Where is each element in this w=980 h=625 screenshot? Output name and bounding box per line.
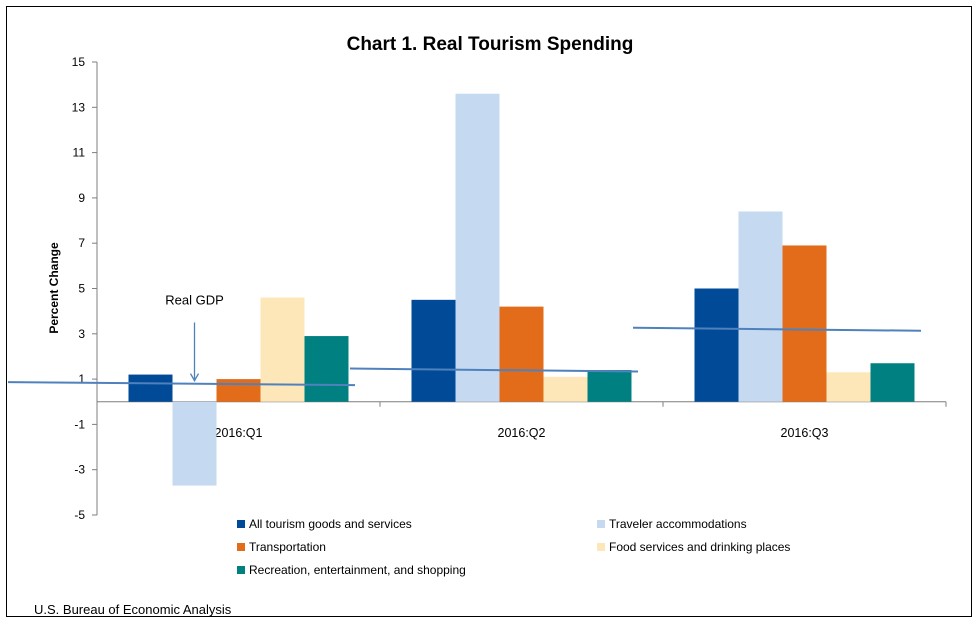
legend-swatch (237, 566, 245, 574)
bar (694, 288, 739, 402)
source-note: U.S. Bureau of Economic Analysis (34, 602, 232, 617)
bar (738, 211, 783, 402)
bar (543, 376, 588, 402)
bars (128, 93, 915, 486)
y-tick-label: 15 (72, 55, 86, 69)
legend-label: Recreation, entertainment, and shopping (249, 563, 466, 577)
legend-swatch (597, 543, 605, 551)
bar (304, 336, 349, 402)
y-tick-label: 7 (78, 236, 85, 250)
bar (260, 297, 305, 402)
x-category-label: 2016:Q3 (781, 426, 829, 440)
real-gdp-arrowhead (189, 373, 200, 382)
y-tick-label: 13 (72, 100, 86, 114)
legend-swatch (237, 520, 245, 528)
bar (870, 363, 915, 402)
legend-label: Traveler accommodations (609, 517, 747, 531)
bar (128, 374, 173, 402)
chart-title: Chart 1. Real Tourism Spending (347, 34, 634, 55)
y-tick-label: 3 (78, 327, 85, 341)
legend-label: Food services and drinking places (609, 540, 790, 554)
bar (172, 401, 217, 486)
legend-swatch (237, 543, 245, 551)
legend-swatch (597, 520, 605, 528)
legend-label: All tourism goods and services (249, 517, 412, 531)
y-tick-label: -5 (74, 508, 85, 522)
legend: All tourism goods and services Traveler a… (237, 517, 790, 577)
y-tick-label: 11 (73, 146, 86, 160)
y-tick-label: 9 (78, 191, 85, 205)
bar (587, 370, 632, 402)
y-tick-label: -1 (74, 417, 85, 431)
real-gdp-line (7, 381, 356, 387)
legend-label: Transportation (249, 540, 326, 554)
x-category-label: 2016:Q1 (215, 426, 263, 440)
bar (216, 379, 261, 402)
bar (411, 299, 456, 402)
real-gdp-line (632, 326, 922, 332)
bar (455, 93, 500, 402)
x-category-label: 2016:Q2 (498, 426, 546, 440)
real-gdp-line (349, 367, 639, 373)
y-axis-label: Percent Change (47, 242, 61, 334)
bar (782, 245, 827, 402)
bar (826, 372, 871, 402)
y-tick-label: 5 (78, 282, 85, 296)
y-tick-label: -3 (74, 463, 85, 477)
y-tick-label: 1 (78, 372, 85, 386)
real-gdp-lines: Real GDP (7, 292, 922, 387)
real-gdp-label: Real GDP (165, 292, 224, 307)
bar (499, 306, 544, 402)
